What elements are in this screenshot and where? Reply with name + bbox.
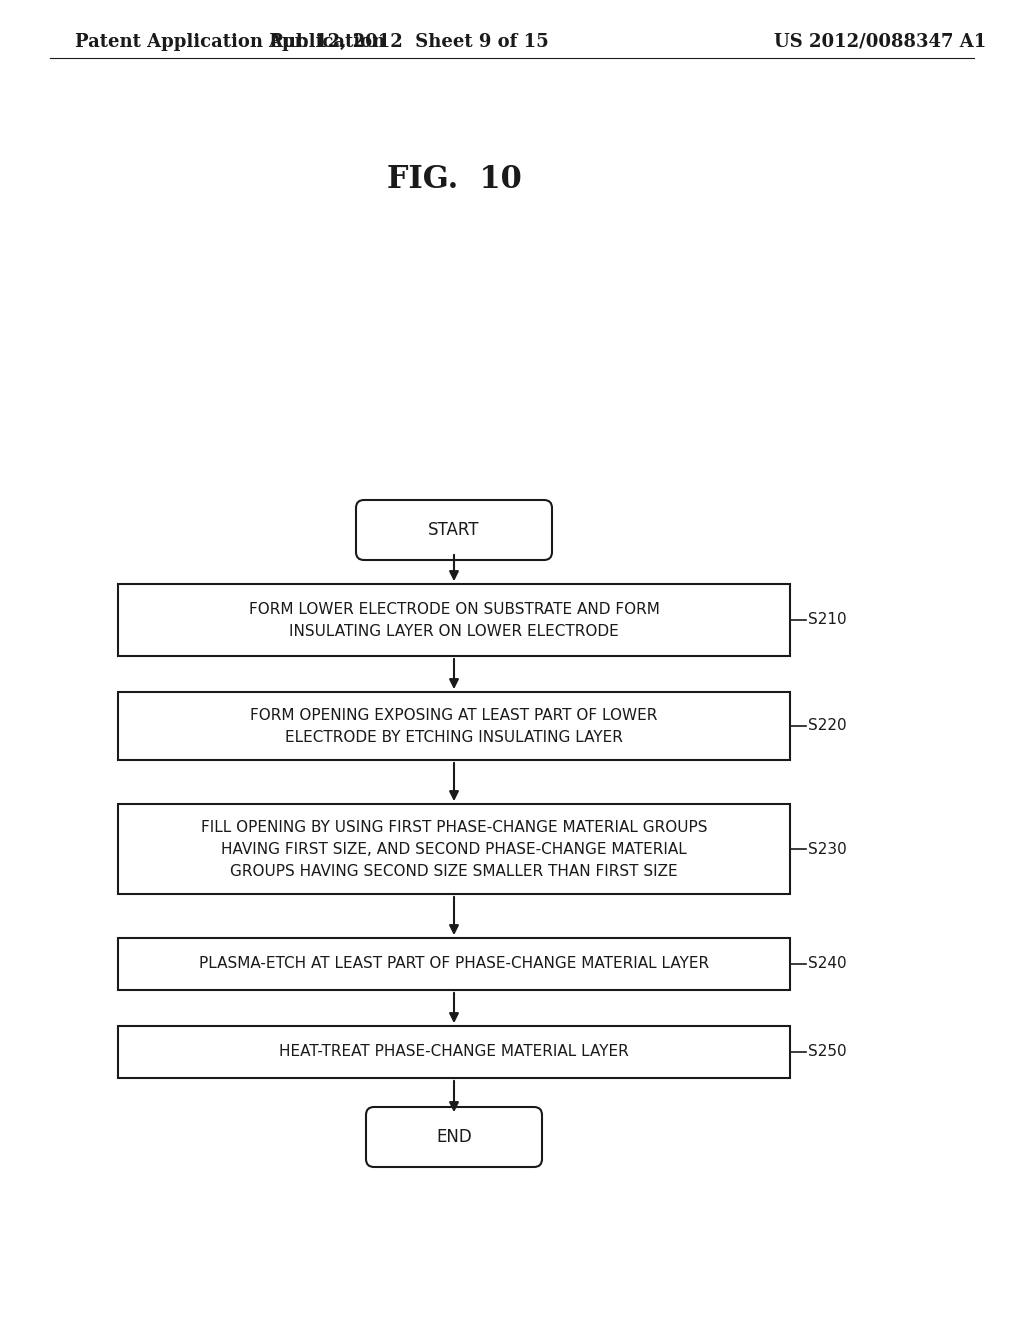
FancyBboxPatch shape bbox=[366, 1107, 542, 1167]
Text: FORM LOWER ELECTRODE ON SUBSTRATE AND FORM: FORM LOWER ELECTRODE ON SUBSTRATE AND FO… bbox=[249, 602, 659, 616]
Text: Apr. 12, 2012  Sheet 9 of 15: Apr. 12, 2012 Sheet 9 of 15 bbox=[267, 33, 549, 51]
Text: START: START bbox=[428, 521, 480, 539]
Text: S220: S220 bbox=[808, 718, 847, 734]
Text: END: END bbox=[436, 1129, 472, 1146]
Text: PLASMA-ETCH AT LEAST PART OF PHASE-CHANGE MATERIAL LAYER: PLASMA-ETCH AT LEAST PART OF PHASE-CHANG… bbox=[199, 957, 709, 972]
Text: GROUPS HAVING SECOND SIZE SMALLER THAN FIRST SIZE: GROUPS HAVING SECOND SIZE SMALLER THAN F… bbox=[230, 863, 678, 879]
Text: HAVING FIRST SIZE, AND SECOND PHASE-CHANGE MATERIAL: HAVING FIRST SIZE, AND SECOND PHASE-CHAN… bbox=[221, 842, 687, 857]
Text: FILL OPENING BY USING FIRST PHASE-CHANGE MATERIAL GROUPS: FILL OPENING BY USING FIRST PHASE-CHANGE… bbox=[201, 820, 708, 834]
Text: S230: S230 bbox=[808, 842, 847, 857]
Bar bbox=[118, 1026, 790, 1078]
Bar bbox=[118, 804, 790, 894]
Bar bbox=[118, 583, 790, 656]
FancyBboxPatch shape bbox=[356, 500, 552, 560]
Bar bbox=[118, 939, 790, 990]
Bar bbox=[118, 692, 790, 760]
Text: S210: S210 bbox=[808, 612, 847, 627]
Text: S250: S250 bbox=[808, 1044, 847, 1060]
Text: US 2012/0088347 A1: US 2012/0088347 A1 bbox=[774, 33, 986, 51]
Text: FORM OPENING EXPOSING AT LEAST PART OF LOWER: FORM OPENING EXPOSING AT LEAST PART OF L… bbox=[250, 708, 657, 722]
Text: Patent Application Publication: Patent Application Publication bbox=[75, 33, 385, 51]
Text: FIG.  10: FIG. 10 bbox=[387, 165, 521, 195]
Text: INSULATING LAYER ON LOWER ELECTRODE: INSULATING LAYER ON LOWER ELECTRODE bbox=[289, 623, 618, 639]
Text: S240: S240 bbox=[808, 957, 847, 972]
Text: ELECTRODE BY ETCHING INSULATING LAYER: ELECTRODE BY ETCHING INSULATING LAYER bbox=[285, 730, 623, 744]
Text: HEAT-TREAT PHASE-CHANGE MATERIAL LAYER: HEAT-TREAT PHASE-CHANGE MATERIAL LAYER bbox=[280, 1044, 629, 1060]
